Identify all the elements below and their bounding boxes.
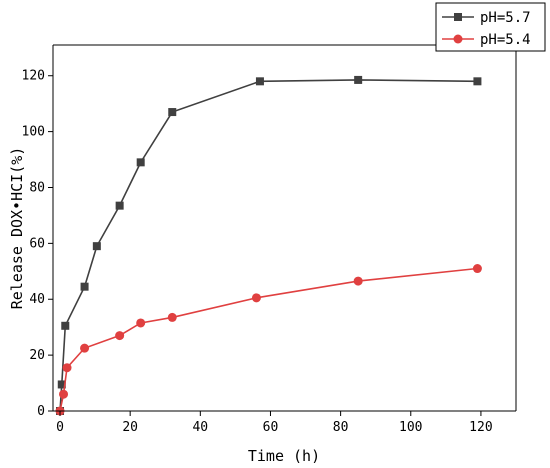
legend: pH=5.7 pH=5.4 — [435, 2, 546, 52]
data-point — [62, 363, 72, 373]
data-point — [354, 75, 363, 84]
x-axis-title: Time (h) — [248, 447, 320, 465]
plot-area — [55, 75, 482, 416]
legend-entry: pH=5.7 — [442, 10, 531, 26]
data-point — [255, 77, 264, 86]
data-point — [251, 293, 261, 303]
data-point — [80, 343, 90, 353]
y-tick-label: 100 — [22, 125, 45, 140]
data-point — [168, 108, 177, 117]
legend-entry: pH=5.4 — [442, 32, 531, 48]
x-tick-label: 80 — [333, 420, 349, 435]
x-tick-label: 20 — [122, 420, 138, 435]
data-point — [136, 158, 145, 167]
data-point — [80, 282, 89, 291]
axes — [52, 44, 517, 412]
data-point — [59, 389, 69, 399]
series-line — [59, 267, 478, 412]
y-tick-label: 20 — [29, 348, 45, 363]
data-point — [92, 242, 101, 251]
data-point — [353, 276, 363, 286]
legend-label: pH=5.7 — [480, 10, 531, 26]
data-point — [115, 331, 125, 341]
x-tick-label: 120 — [469, 420, 492, 435]
x-tick-label: 100 — [399, 420, 422, 435]
x-tick-label: 40 — [192, 420, 208, 435]
data-point — [473, 77, 482, 86]
data-point — [472, 264, 482, 274]
data-point — [167, 312, 177, 322]
series-2 — [55, 264, 482, 416]
y-tick-label: 80 — [29, 180, 45, 195]
legend-box — [435, 2, 546, 52]
legend-marker — [454, 13, 462, 21]
ticks: 0 20 40 60 80 100 120 0 20 40 60 80 100 120 — [22, 69, 493, 435]
series-1 — [56, 75, 482, 415]
y-tick-label: 120 — [22, 69, 45, 84]
x-tick-label: 0 — [56, 420, 64, 435]
y-axis-title: Release DOX•HCI(%) — [8, 147, 26, 310]
legend-marker — [453, 34, 463, 44]
x-tick-label: 60 — [263, 420, 279, 435]
y-tick-label: 40 — [29, 292, 45, 307]
y-tick-label: 0 — [37, 404, 45, 419]
legend-label: pH=5.4 — [480, 32, 531, 48]
data-point — [57, 380, 66, 389]
data-point — [115, 201, 124, 210]
y-tick-label: 60 — [29, 236, 45, 251]
series-line — [59, 79, 478, 412]
data-point — [61, 321, 70, 330]
data-point — [136, 318, 146, 328]
